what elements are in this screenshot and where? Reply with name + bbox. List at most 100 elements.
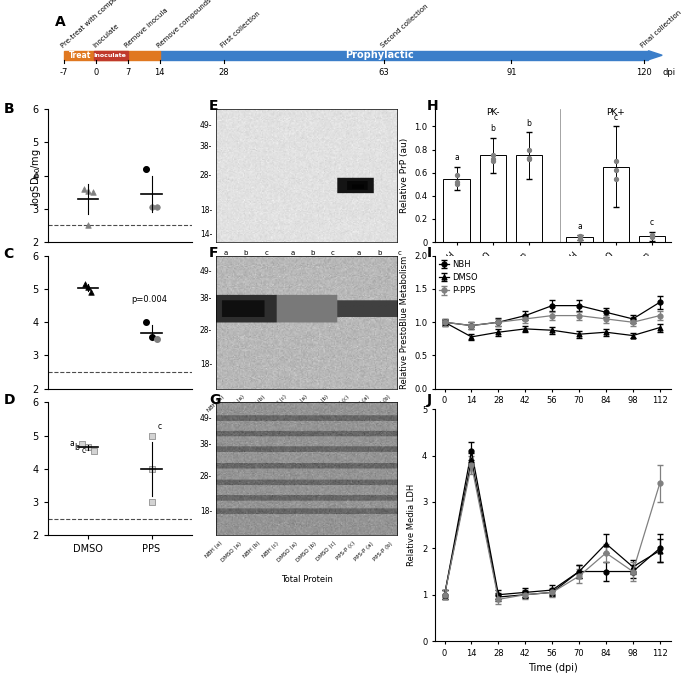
Text: PK+: PK+ [606,108,625,117]
Point [451,170,462,181]
Point [487,155,498,166]
Point [86,287,97,298]
Text: PPS-P (b): PPS-P (b) [373,541,394,562]
Text: DMSO (a): DMSO (a) [286,394,308,416]
Point [88,445,99,456]
Point [140,316,151,328]
Bar [94,50,128,60]
Point [140,164,151,175]
Point [146,430,157,441]
Text: PPS-P (a): PPS-P (a) [350,394,371,415]
Y-axis label: Relative PrestoBlue Metabolism: Relative PrestoBlue Metabolism [399,256,409,389]
Text: C: C [3,247,14,261]
Text: G: G [209,393,221,406]
Y-axis label: Relative PrP (au): Relative PrP (au) [399,138,408,213]
Text: B: B [3,102,14,115]
Point [647,232,658,243]
Point [83,442,94,453]
Text: 28: 28 [219,68,229,77]
Point [574,231,585,242]
Text: Remove inocula: Remove inocula [124,7,169,48]
Text: NBH: NBH [238,262,254,271]
Point [152,202,163,213]
Text: b: b [527,119,532,128]
Text: 63: 63 [378,68,389,77]
Text: 18-: 18- [200,507,212,516]
Text: Prophylactic: Prophylactic [345,50,414,60]
Text: H: H [427,100,438,113]
Text: c: c [264,250,268,256]
Text: p=0.004: p=0.004 [132,295,167,304]
Text: c: c [397,250,401,256]
Text: PPS-P: PPS-P [369,262,390,271]
Text: logSD$_{50}$/mg: logSD$_{50}$/mg [29,149,42,206]
Text: DMSO (b): DMSO (b) [307,394,329,416]
Point [152,333,163,344]
Text: b: b [377,250,382,256]
Text: 120: 120 [636,68,651,77]
Text: a: a [69,439,74,449]
Text: DMSO (b): DMSO (b) [296,541,318,563]
Point [146,202,157,213]
Point [523,153,534,164]
Bar [64,50,160,60]
Bar [479,155,506,242]
Text: NBH (c): NBH (c) [269,394,288,413]
Point [451,177,462,188]
Y-axis label: Relative Media LDH: Relative Media LDH [408,484,416,566]
Point [487,150,498,161]
Text: c: c [331,250,335,256]
Point [574,233,585,244]
Point [523,152,534,163]
Point [77,439,88,449]
Point [451,179,462,190]
Text: PK-: PK- [486,108,499,117]
Point [80,278,91,289]
Text: b: b [490,124,495,134]
Text: DMSO (a): DMSO (a) [277,541,299,563]
Text: PPS-P (c): PPS-P (c) [329,394,350,415]
Text: PPS-P (a): PPS-P (a) [353,541,375,562]
Text: First collection: First collection [220,10,262,48]
Text: c: c [614,113,618,122]
FancyArrow shape [649,50,662,60]
Point [574,232,585,243]
Text: 28-: 28- [200,171,212,180]
Text: Pre-treat with compounds: Pre-treat with compounds [60,0,131,48]
Text: J: J [427,393,432,406]
Point [647,230,658,241]
Text: Final collection: Final collection [640,10,683,48]
Bar [443,179,470,242]
Text: 49-: 49- [199,267,212,276]
Text: PPS-P (b): PPS-P (b) [371,394,392,415]
Text: -7: -7 [60,68,68,77]
Text: DMSO (a): DMSO (a) [224,394,246,416]
Text: 38-: 38- [200,142,212,151]
Text: NBH (b): NBH (b) [242,541,261,559]
Text: a: a [577,222,582,231]
Text: NBH (a): NBH (a) [206,394,225,413]
Text: a: a [454,153,459,162]
Text: c: c [158,421,162,430]
Point [146,496,157,507]
Text: DMSO (a): DMSO (a) [220,541,242,563]
Text: b: b [75,443,79,451]
Text: 49-: 49- [199,414,212,423]
Point [83,220,94,231]
Text: DMSO: DMSO [301,262,324,271]
Text: dpi: dpi [662,68,675,77]
Point [610,165,621,176]
Text: DMSO (c): DMSO (c) [315,541,337,563]
Bar [160,50,649,60]
Text: I: I [427,246,432,260]
Text: 91: 91 [506,68,516,77]
Text: c: c [82,446,86,455]
Point [83,282,94,293]
Bar [638,237,665,242]
Text: 14-: 14- [200,230,212,239]
Text: A: A [55,15,66,29]
Point [523,144,534,155]
Text: 49-: 49- [199,121,212,130]
Point [610,155,621,166]
Text: 38-: 38- [200,294,212,303]
